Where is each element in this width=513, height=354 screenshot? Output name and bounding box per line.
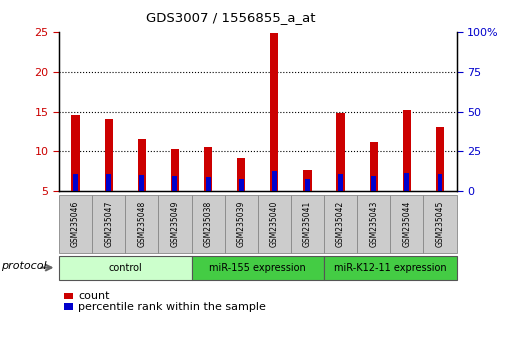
- Text: GSM235045: GSM235045: [436, 201, 444, 247]
- Bar: [305, 179, 310, 191]
- Text: GDS3007 / 1556855_a_at: GDS3007 / 1556855_a_at: [146, 11, 315, 24]
- Text: count: count: [78, 291, 110, 301]
- Bar: [337, 113, 345, 191]
- Bar: [106, 175, 111, 191]
- Bar: [73, 174, 78, 191]
- Bar: [237, 158, 245, 191]
- Bar: [172, 176, 177, 191]
- Bar: [140, 175, 144, 191]
- Bar: [404, 173, 409, 191]
- Text: GSM235038: GSM235038: [204, 201, 212, 247]
- Bar: [270, 33, 279, 191]
- Bar: [204, 147, 212, 191]
- Bar: [403, 110, 411, 191]
- Bar: [436, 127, 444, 191]
- Text: percentile rank within the sample: percentile rank within the sample: [78, 302, 266, 312]
- Text: miR-155 expression: miR-155 expression: [209, 263, 306, 273]
- Text: GSM235039: GSM235039: [236, 201, 246, 247]
- Text: GSM235047: GSM235047: [104, 201, 113, 247]
- Bar: [303, 170, 311, 191]
- Bar: [137, 139, 146, 191]
- Text: GSM235040: GSM235040: [270, 201, 279, 247]
- Bar: [338, 175, 343, 191]
- Text: GSM235046: GSM235046: [71, 201, 80, 247]
- Text: control: control: [108, 263, 142, 273]
- Text: GSM235042: GSM235042: [336, 201, 345, 247]
- Bar: [105, 119, 113, 191]
- Bar: [71, 115, 80, 191]
- Text: GSM235043: GSM235043: [369, 201, 378, 247]
- Text: GSM235049: GSM235049: [170, 201, 180, 247]
- Bar: [369, 142, 378, 191]
- Text: protocol: protocol: [1, 261, 47, 271]
- Bar: [239, 179, 244, 191]
- Bar: [206, 177, 210, 191]
- Bar: [272, 171, 277, 191]
- Bar: [438, 175, 443, 191]
- Bar: [371, 176, 376, 191]
- Bar: [171, 149, 179, 191]
- Text: GSM235048: GSM235048: [137, 201, 146, 247]
- Text: GSM235044: GSM235044: [402, 201, 411, 247]
- Text: miR-K12-11 expression: miR-K12-11 expression: [334, 263, 447, 273]
- Text: GSM235041: GSM235041: [303, 201, 312, 247]
